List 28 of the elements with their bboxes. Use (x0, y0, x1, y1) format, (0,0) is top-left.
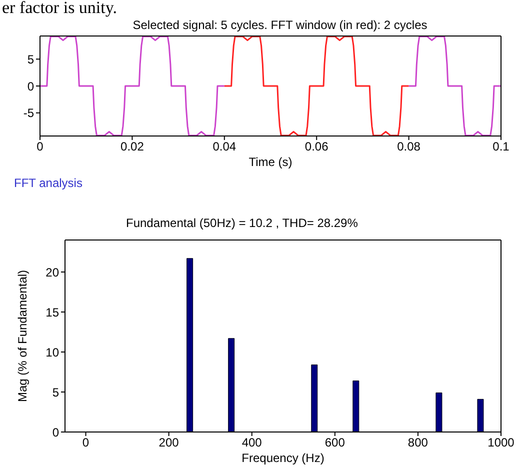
x-tick-label: 800 (408, 436, 428, 450)
x-tick-label: 0.1 (492, 140, 510, 154)
x-tick-label: 0.06 (304, 140, 329, 154)
x-tick-label: 0.02 (120, 140, 144, 154)
text: Fundamental (50Hz) = 10.2 , THD= 28.29% (126, 216, 358, 230)
y-tick-label: 0 (27, 79, 34, 94)
line-series (224, 36, 410, 136)
y-tick-label: 0 (52, 425, 60, 440)
x-tick-label: 400 (242, 436, 262, 450)
text: er factor is unity. (2, 0, 118, 18)
y-tick-label: 15 (46, 305, 60, 320)
x-tick-label: 0 (82, 436, 90, 450)
x-tick-label: 0.08 (397, 140, 421, 154)
chart-title: Selected signal: 5 cycles. FFT window (in red): 2 cycles (132, 18, 428, 32)
x-tick-label: 600 (324, 436, 346, 450)
y-tick-label: 5 (52, 385, 60, 400)
y-tick-label: -5 (23, 106, 34, 120)
x-tick-label: 0 (36, 140, 44, 154)
x-tick-label: 200 (158, 436, 180, 450)
x-tick-label: 0.04 (212, 140, 236, 154)
x-axis-title: Time (s) (248, 155, 292, 169)
chart-title: FFT analysis (14, 176, 82, 190)
x-tick-label: 1000 (488, 436, 515, 450)
y-tick-label: 5 (27, 52, 34, 66)
y-axis-title: Mag (% of Fundamental) (15, 270, 30, 402)
x-axis-title: Frequency (Hz) (242, 451, 324, 465)
y-tick-label: 10 (46, 345, 60, 360)
y-tick-label: 20 (46, 265, 60, 280)
